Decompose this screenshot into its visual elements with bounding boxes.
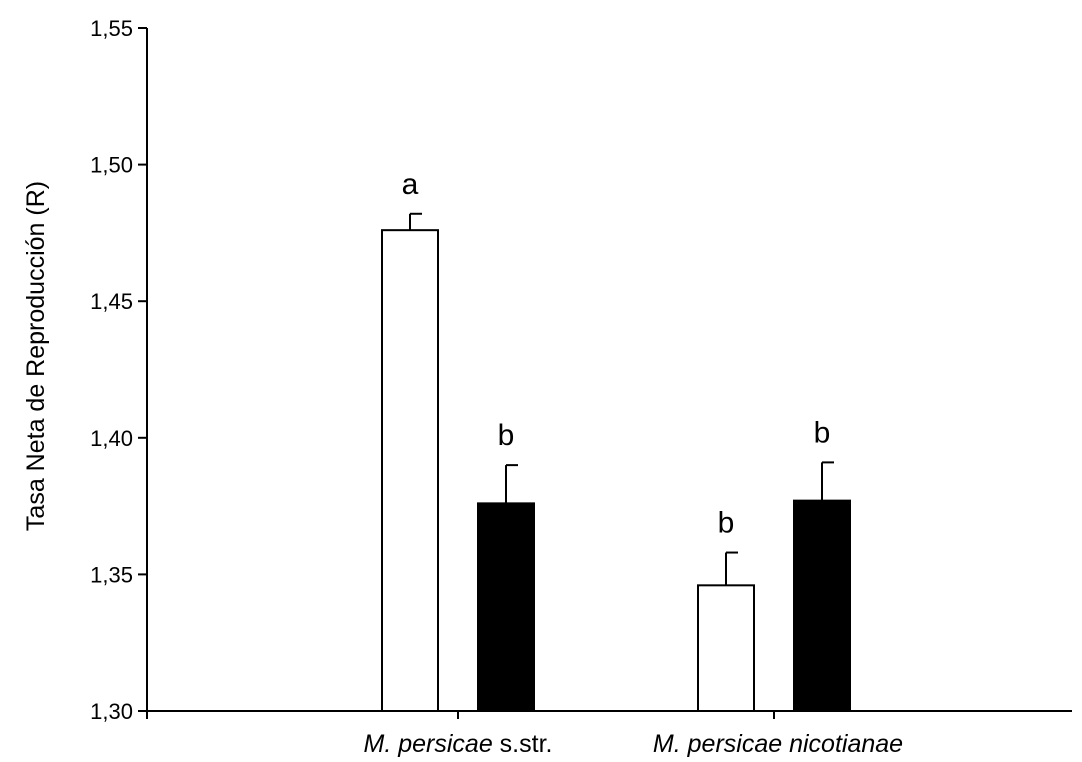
y-axis-title: Tasa Neta de Reproducción (R) <box>22 181 50 531</box>
bars: a b b b <box>381 168 851 713</box>
significance-label: a <box>402 168 419 201</box>
y-tick-label: 1,40 <box>90 426 133 451</box>
bar <box>697 584 755 712</box>
axes <box>146 28 1072 719</box>
category-labels: M. persicae s.str. M. persicae nicotianae <box>364 730 904 758</box>
y-tick-label: 1,35 <box>90 562 133 587</box>
bar <box>793 499 851 712</box>
significance-label: b <box>814 416 831 449</box>
y-ticks: 1,30 1,35 1,40 1,45 1,50 1,55 <box>90 16 147 724</box>
y-tick-label: 1,50 <box>90 153 133 178</box>
significance-label: b <box>498 419 515 452</box>
y-tick-label: 1,45 <box>90 289 133 314</box>
y-tick-label: 1,30 <box>90 699 133 724</box>
category-label: M. persicae nicotianae <box>653 730 903 758</box>
y-tick-label: 1,55 <box>90 16 133 41</box>
significance-label: b <box>718 507 735 540</box>
bar <box>477 502 535 713</box>
category-label: M. persicae s.str. <box>364 730 553 758</box>
bar <box>381 229 439 712</box>
